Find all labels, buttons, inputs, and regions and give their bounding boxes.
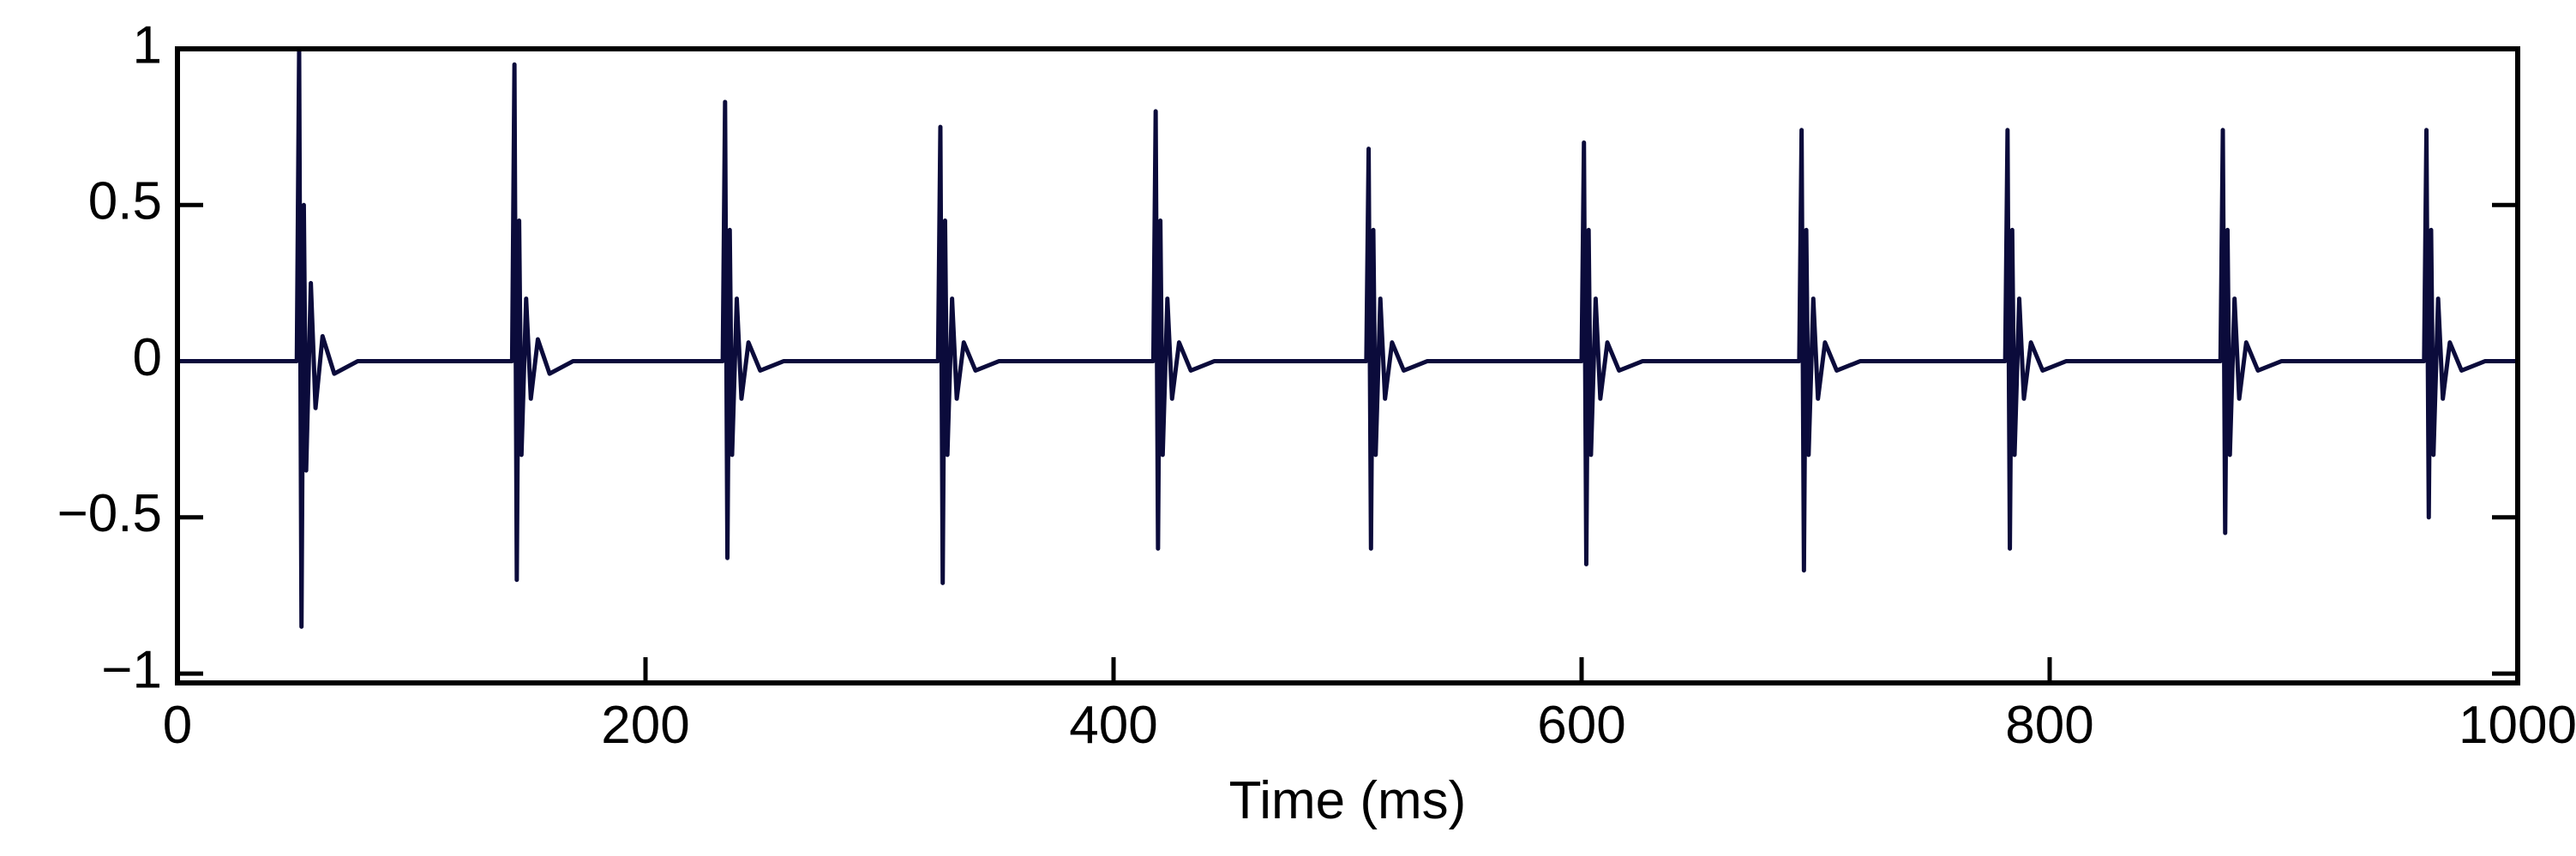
y-tick-label: 0 (133, 328, 162, 387)
x-tick-label: 600 (1537, 696, 1625, 755)
x-tick-label: 400 (1069, 696, 1157, 755)
y-tick-label: −1 (101, 640, 162, 699)
x-axis-label: Time (ms) (1229, 771, 1467, 830)
y-tick-label: 1 (133, 15, 162, 75)
y-tick-label: 0.5 (88, 172, 162, 231)
x-tick-label: 800 (2005, 696, 2093, 755)
y-tick-label: −0.5 (57, 484, 162, 543)
x-tick-label: 0 (163, 696, 192, 755)
x-tick-label: 1000 (2459, 696, 2576, 755)
waveform-line (177, 46, 2518, 629)
x-tick-label: 200 (601, 696, 689, 755)
plot-frame (175, 46, 2520, 685)
